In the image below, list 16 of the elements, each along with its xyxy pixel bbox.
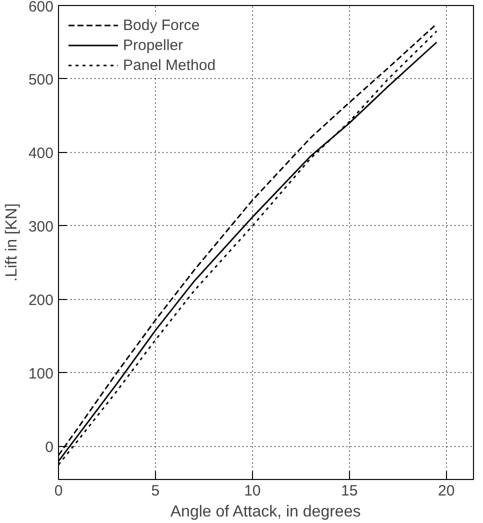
y-tick-label: 0	[45, 438, 54, 456]
y-axis-title: .Lift in [KN]	[3, 203, 20, 282]
legend-label: Propeller	[123, 36, 184, 54]
x-tick-label: 5	[151, 482, 160, 500]
x-tick-label: 15	[341, 482, 358, 500]
y-tick-label: 300	[28, 218, 54, 236]
x-tick-label: 20	[438, 482, 455, 500]
x-axis-title: Angle of Attack, in degrees	[170, 504, 361, 520]
y-tick-label: 500	[28, 71, 54, 88]
legend-label: Body Force	[123, 16, 200, 34]
legend-label: Panel Method	[123, 56, 216, 74]
x-tick-label: 10	[244, 482, 261, 500]
y-tick-label: 400	[28, 144, 54, 162]
y-tick-label: 200	[28, 292, 54, 309]
y-tick-label: 100	[28, 365, 54, 382]
y-tick-label: 600	[28, 0, 54, 16]
